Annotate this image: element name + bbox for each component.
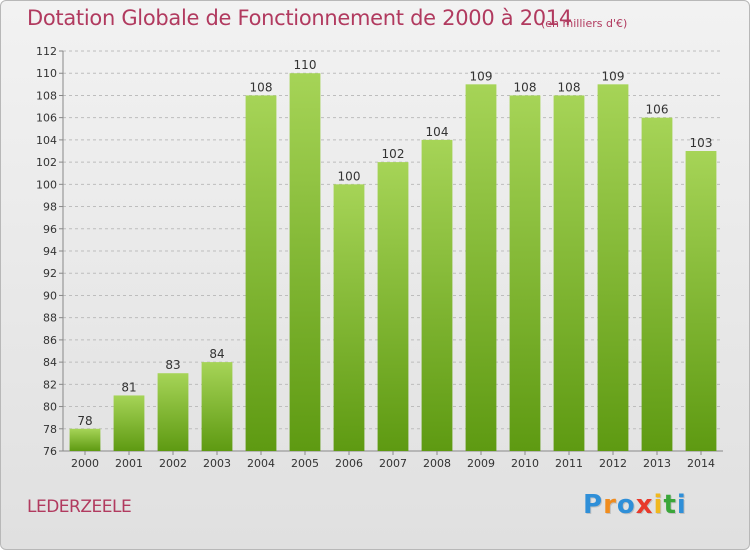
bar-value-label: 103	[690, 136, 713, 150]
x-tick-label: 2007	[379, 457, 407, 470]
y-tick-label: 80	[43, 401, 57, 414]
y-tick-label: 108	[36, 89, 57, 102]
y-tick-label: 86	[43, 334, 57, 347]
bar-value-label: 81	[121, 380, 136, 394]
x-tick-label: 2013	[643, 457, 671, 470]
bar-value-label: 102	[382, 147, 405, 161]
bar-2014	[685, 151, 717, 451]
y-tick-label: 98	[43, 201, 57, 214]
bar-2003	[201, 362, 233, 451]
bar-value-label: 84	[209, 347, 224, 361]
logo-letter: t	[663, 490, 677, 520]
chart-unit-note: (en milliers d'€)	[541, 17, 628, 30]
bar-value-label: 104	[426, 125, 449, 139]
x-tick-label: 2004	[247, 457, 275, 470]
bar-value-label: 78	[77, 414, 92, 428]
logo-letter: i	[676, 490, 687, 520]
bar-value-label: 108	[514, 80, 537, 94]
x-tick-label: 2010	[511, 457, 539, 470]
y-tick-label: 112	[36, 45, 57, 58]
y-tick-label: 88	[43, 312, 57, 325]
logo-letter: o	[616, 490, 636, 520]
x-tick-label: 2000	[71, 457, 99, 470]
x-tick-label: 2008	[423, 457, 451, 470]
bar-2007	[377, 162, 409, 451]
x-tick-label: 2003	[203, 457, 231, 470]
y-tick-label: 90	[43, 289, 57, 302]
bars	[69, 73, 717, 452]
logo-letter: x	[635, 490, 654, 520]
commune-name: LEDERZEELE	[27, 497, 132, 517]
chart-title: Dotation Globale de Fonctionnement de 20…	[27, 6, 572, 30]
data-labels: 78 81 83 84 108 110 100 102 104 109 108 108 109 106 10…	[77, 58, 712, 428]
bar-2004	[245, 95, 277, 451]
y-tick-label: 94	[43, 245, 57, 258]
y-tick-label: 78	[43, 423, 57, 436]
x-tick-label: 2012	[599, 457, 627, 470]
logo-letter: i	[653, 490, 664, 520]
y-tick-label: 100	[36, 178, 57, 191]
y-tick-label: 92	[43, 267, 57, 280]
x-tick-label: 2014	[687, 457, 715, 470]
bar-value-label: 110	[294, 58, 317, 72]
bar-value-label: 109	[470, 69, 493, 83]
bar-2005	[289, 73, 321, 451]
axes: 76 78 80 82 84 86 88 90 92 94 96 98 100 102 104 106 108 1…	[36, 45, 723, 470]
y-tick-label: 106	[36, 112, 57, 125]
y-tick-label: 102	[36, 156, 57, 169]
y-tick-label: 110	[36, 67, 57, 80]
y-tick-label: 96	[43, 223, 57, 236]
bar-value-label: 106	[646, 103, 669, 117]
bar-2011	[553, 95, 585, 451]
x-tick-label: 2002	[159, 457, 187, 470]
bar-2012	[597, 84, 629, 451]
bar-2010	[509, 95, 541, 451]
x-tick-label: 2011	[555, 457, 583, 470]
logo-letter: P	[583, 490, 604, 520]
bar-value-label: 83	[165, 358, 180, 372]
y-tick-label: 76	[43, 445, 57, 458]
bar-value-label: 108	[250, 80, 273, 94]
x-tick-label: 2009	[467, 457, 495, 470]
bar-2008	[421, 139, 453, 451]
y-tick-label: 104	[36, 134, 57, 147]
bar-2000	[69, 428, 101, 451]
y-tick-label: 84	[43, 356, 57, 369]
bar-2001	[113, 395, 145, 451]
y-tick-label: 82	[43, 378, 57, 391]
bar-value-label: 108	[558, 80, 581, 94]
x-tick-label: 2006	[335, 457, 363, 470]
x-tick-label: 2005	[291, 457, 319, 470]
bar-2006	[333, 184, 365, 452]
x-tick-label: 2001	[115, 457, 143, 470]
bar-value-label: 109	[602, 69, 625, 83]
bar-2009	[465, 84, 497, 451]
logo-letter: r	[603, 490, 617, 520]
bar-value-label: 100	[338, 169, 361, 183]
bar-2013	[641, 117, 673, 452]
bar-2002	[157, 373, 189, 451]
